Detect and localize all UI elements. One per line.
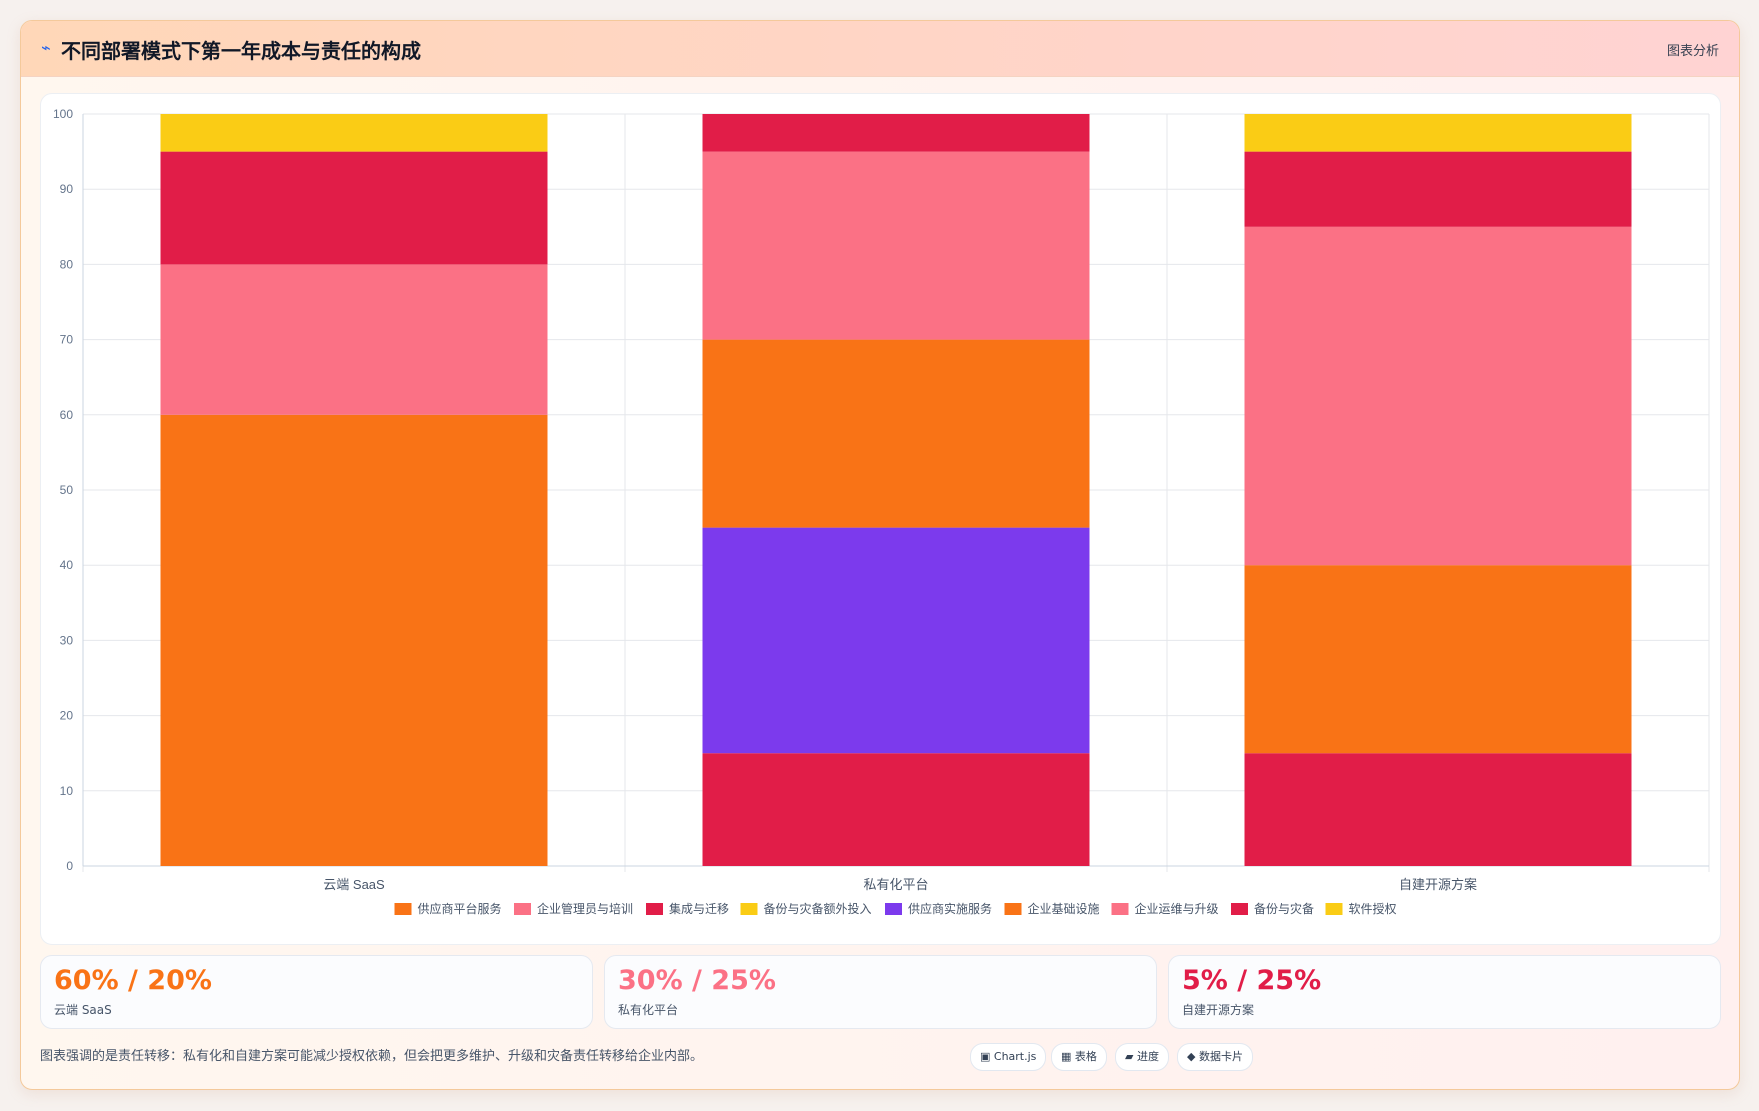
stat-value: 60% / 20% xyxy=(54,965,212,996)
stacked-bar-chart: 0 10 20 30 40 50 60 70 80 90 100 云端 SaaS 私有化平台 自建开源方案… xyxy=(53,107,1710,916)
stat-label: 私有化平台 xyxy=(618,1003,679,1017)
legend-label: 企业管理员与培训 xyxy=(537,901,633,916)
legend-label: 软件授权 xyxy=(1349,901,1397,916)
y-tick-label: 30 xyxy=(60,633,74,647)
legend-swatch xyxy=(646,903,663,915)
tool-chartjs-button[interactable]: ▣ Chart.js xyxy=(970,1043,1047,1071)
y-tick-label: 90 xyxy=(60,182,74,196)
bar-segment xyxy=(160,151,548,265)
bar-segment xyxy=(1244,114,1632,152)
legend-label: 集成与迁移 xyxy=(669,901,729,916)
bar-segment xyxy=(702,151,1090,340)
legend-label: 供应商实施服务 xyxy=(908,901,992,916)
bar-segment xyxy=(702,339,1090,528)
legend-swatch xyxy=(1231,903,1248,915)
bar-segment xyxy=(702,753,1090,866)
bar-segment xyxy=(1244,565,1632,754)
legend-label: 供应商平台服务 xyxy=(418,901,502,916)
legend-swatch xyxy=(514,903,531,915)
x-tick-label: 私有化平台 xyxy=(863,877,928,892)
y-tick-label: 40 xyxy=(60,558,74,572)
x-tick-label: 自建开源方案 xyxy=(1399,877,1477,892)
chart-card: 0 10 20 30 40 50 60 70 80 90 100 云端 SaaS 私有化平台 自建开源方案… xyxy=(40,93,1721,945)
stat-label: 云端 SaaS xyxy=(54,1003,112,1017)
panel-header: ⌁ 不同部署模式下第一年成本与责任的构成 图表分析 xyxy=(21,21,1739,77)
tool-progress-button[interactable]: ▰ 进度 xyxy=(1115,1043,1169,1071)
bar-segment xyxy=(160,414,548,866)
legend-label: 企业基础设施 xyxy=(1028,901,1100,916)
legend-swatch xyxy=(1111,903,1129,915)
bar-segment xyxy=(1244,226,1632,566)
bar-segment xyxy=(702,114,1090,152)
y-tick-label: 80 xyxy=(60,257,74,271)
bar-segment xyxy=(160,114,548,152)
legend-swatch xyxy=(885,903,902,915)
legend-label: 备份与灾备额外投入 xyxy=(764,901,872,916)
y-tick-label: 70 xyxy=(60,333,74,347)
bar-segment xyxy=(160,264,548,415)
y-tick-label: 20 xyxy=(60,709,74,723)
bar-segment xyxy=(1244,151,1632,227)
y-tick-label: 0 xyxy=(66,859,73,873)
tool-data-card-button[interactable]: ◆ 数据卡片 xyxy=(1177,1043,1253,1071)
legend-swatch xyxy=(1004,903,1022,915)
y-tick-label: 100 xyxy=(53,107,73,121)
legend-swatch xyxy=(740,903,758,915)
y-tick-label: 10 xyxy=(60,784,74,798)
stat-value: 5% / 25% xyxy=(1182,965,1322,996)
stat-card-private: 30% / 25% 私有化平台 xyxy=(604,955,1157,1029)
legend-label: 企业运维与升级 xyxy=(1135,901,1219,916)
stat-value: 30% / 25% xyxy=(618,965,776,996)
stat-card-saas: 60% / 20% 云端 SaaS xyxy=(40,955,593,1029)
stat-label: 自建开源方案 xyxy=(1182,1003,1255,1017)
chart-panel: ⌁ 不同部署模式下第一年成本与责任的构成 图表分析 0 10 20 30 40 50 60 7… xyxy=(20,20,1740,1090)
page-title: 不同部署模式下第一年成本与责任的构成 xyxy=(61,39,421,63)
footnote: 图表强调的是责任转移：私有化和自建方案可能减少授权依赖，但会把更多维护、升级和灾… xyxy=(40,1049,704,1064)
legend-swatch xyxy=(394,903,412,915)
y-tick-label: 60 xyxy=(60,408,74,422)
chart-analysis-link[interactable]: 图表分析 xyxy=(1666,44,1719,59)
legend-swatch xyxy=(1325,903,1343,915)
x-tick-label: 云端 SaaS xyxy=(323,877,385,892)
legend-label: 备份与灾备 xyxy=(1254,901,1314,916)
tool-table-button[interactable]: ▦ 表格 xyxy=(1051,1043,1107,1071)
bar-segment xyxy=(702,527,1090,754)
bar-segment xyxy=(1244,753,1632,866)
stat-card-selfhosted: 5% / 25% 自建开源方案 xyxy=(1168,955,1721,1029)
y-tick-label: 50 xyxy=(60,483,74,497)
chart-icon: ⌁ xyxy=(41,38,51,57)
